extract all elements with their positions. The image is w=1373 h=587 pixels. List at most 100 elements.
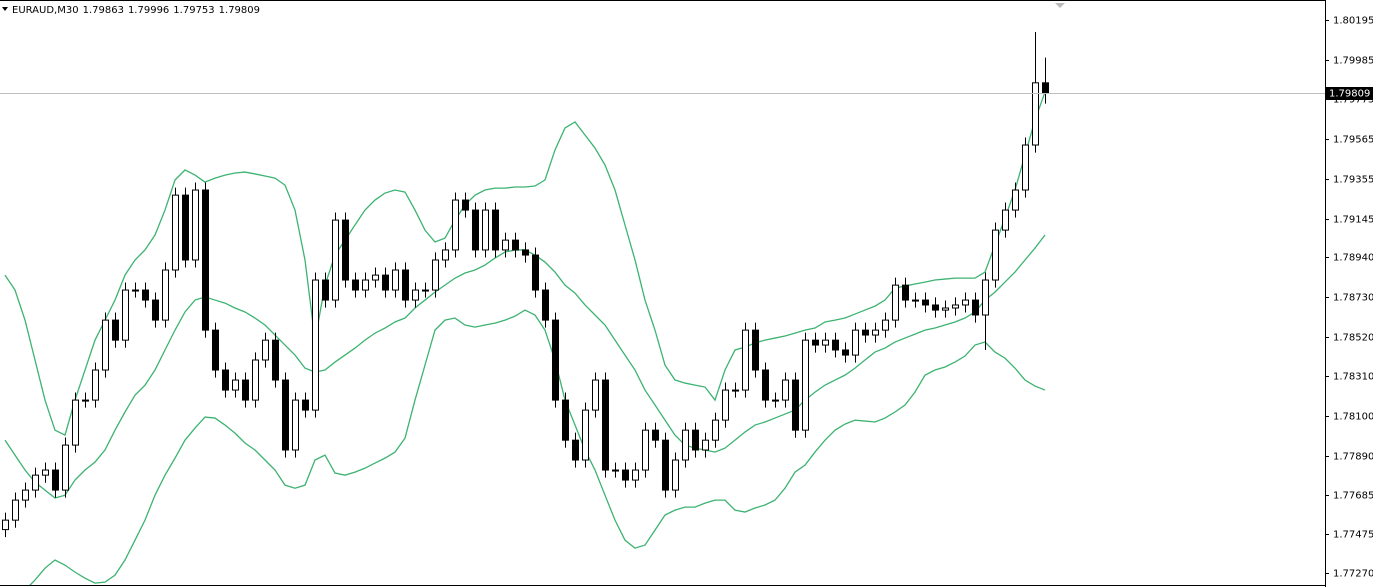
candle-body	[472, 209, 479, 251]
candle-body	[132, 289, 139, 292]
candle-body	[982, 279, 989, 316]
candle-body	[402, 269, 409, 301]
candle-body	[112, 319, 119, 341]
candle-body	[322, 279, 329, 301]
candle-body	[12, 499, 19, 521]
candle-body	[122, 289, 129, 341]
y-tick-label: 1.78730	[1333, 293, 1373, 304]
candle-body	[92, 369, 99, 401]
candle-body	[912, 299, 919, 302]
candle-body	[22, 489, 29, 501]
candle-body	[452, 199, 459, 251]
candle-body	[492, 209, 499, 251]
y-tick-label: 1.78310	[1333, 372, 1373, 383]
header-high: 1.79996	[128, 5, 169, 16]
candle-body	[732, 389, 739, 392]
candle-body	[682, 429, 689, 461]
candle-body	[442, 249, 449, 261]
candle-body	[102, 319, 109, 371]
candle-body	[742, 329, 749, 391]
candle-body	[672, 459, 679, 491]
candle-body	[712, 419, 719, 441]
y-tick-label: 1.79145	[1333, 215, 1373, 226]
candle-body	[692, 429, 699, 451]
y-tick-label: 1.79985	[1333, 56, 1373, 67]
symbol-menu-arrow	[2, 7, 8, 11]
candle-body	[862, 329, 869, 336]
candle-body	[592, 379, 599, 411]
candle-body	[412, 289, 419, 301]
candle-body	[352, 279, 359, 291]
candle-body	[972, 299, 979, 316]
candle-body	[512, 239, 519, 251]
candle-body	[302, 399, 309, 411]
y-tick-label: 1.78520	[1333, 333, 1373, 344]
y-tick-label: 1.78940	[1333, 253, 1373, 264]
candle-body	[782, 379, 789, 401]
candle-body	[1012, 189, 1019, 211]
candle-body	[702, 439, 709, 451]
candle-body	[562, 399, 569, 441]
candle-body	[272, 339, 279, 381]
price-axis: 1.801951.799851.797751.795651.793551.791…	[1325, 16, 1373, 580]
current-price-box	[1326, 87, 1373, 100]
candle-body	[2, 519, 9, 531]
y-tick-label: 1.80195	[1333, 16, 1373, 27]
candle-body	[172, 194, 179, 271]
bollinger-upper	[4, 91, 1046, 436]
candle-body	[1002, 209, 1009, 231]
candle-body	[832, 339, 839, 351]
candle-body	[372, 274, 379, 281]
candle-body	[482, 209, 489, 251]
candle-body	[332, 219, 339, 301]
candle-body	[542, 289, 549, 321]
candle-body	[232, 379, 239, 391]
candle-body	[382, 274, 389, 291]
header-open: 1.79863	[83, 5, 124, 16]
candle-body	[572, 439, 579, 461]
candle-body	[1032, 82, 1039, 146]
candle-body	[812, 339, 819, 346]
candle-body	[42, 469, 49, 476]
candle-body	[72, 399, 79, 446]
candle-body	[642, 429, 649, 471]
candle-body	[1042, 82, 1049, 94]
candle-body	[952, 304, 959, 309]
candle-body	[252, 359, 259, 401]
symbol-title: EURAUD,M30	[12, 5, 79, 16]
header-close: 1.79809	[219, 5, 260, 16]
candle-body	[802, 339, 809, 431]
candle-body	[462, 199, 469, 211]
y-tick-label: 1.77890	[1333, 452, 1373, 463]
candle-body	[342, 219, 349, 281]
candle-body	[922, 299, 929, 306]
bollinger-lower	[29, 309, 1046, 585]
y-tick-label: 1.77475	[1333, 530, 1373, 541]
candle-body	[502, 239, 509, 251]
candle-body	[612, 469, 619, 472]
candle-body	[312, 279, 319, 411]
candle-body	[222, 369, 229, 391]
candle-body	[722, 389, 729, 421]
candle-body	[52, 469, 59, 491]
candle-body	[192, 189, 199, 261]
candle-body	[62, 444, 69, 491]
candle-body	[362, 279, 369, 291]
candle-body	[852, 329, 859, 356]
shift-marker	[1055, 3, 1065, 8]
candle-body	[792, 379, 799, 431]
candle-body	[432, 259, 439, 291]
candle-body	[962, 299, 969, 306]
current-price-label: 1.79809	[1329, 89, 1370, 100]
candle-body	[532, 254, 539, 291]
candle-body	[182, 194, 189, 261]
candle-body	[942, 307, 949, 311]
candle-body	[292, 399, 299, 451]
candle-body	[822, 339, 829, 346]
header-low: 1.79753	[173, 5, 214, 16]
candle-body	[282, 379, 289, 451]
candle-body	[992, 229, 999, 281]
candle-body	[152, 299, 159, 321]
candle-body	[162, 269, 169, 321]
